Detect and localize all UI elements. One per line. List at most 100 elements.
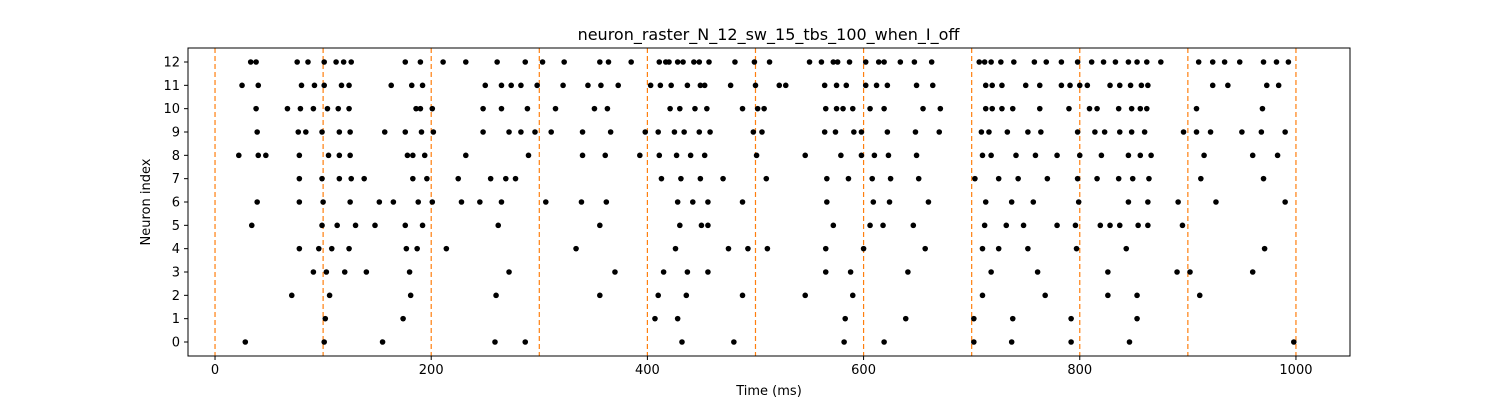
- spike-point: [706, 59, 712, 65]
- spike-point: [1239, 129, 1245, 135]
- y-tick-label: 5: [172, 219, 180, 234]
- spike-point: [522, 59, 529, 65]
- spike-point: [677, 222, 683, 229]
- spike-point: [1068, 315, 1074, 322]
- spike-point: [1285, 59, 1292, 65]
- spike-point: [759, 129, 765, 135]
- spike-point: [480, 105, 486, 112]
- spike-point: [598, 82, 604, 89]
- spike-point: [684, 82, 691, 89]
- spike-point: [502, 175, 509, 182]
- spike-point: [419, 222, 426, 229]
- spike-point: [925, 199, 932, 205]
- spike-point: [388, 82, 395, 89]
- spike-point: [1134, 315, 1140, 322]
- spike-point: [752, 82, 759, 89]
- spike-point: [1193, 129, 1200, 135]
- spike-point: [400, 315, 406, 322]
- spike-point: [912, 129, 919, 135]
- spike-point: [754, 105, 761, 112]
- spike-point: [236, 152, 242, 159]
- spike-point: [731, 339, 737, 345]
- spike-point: [1259, 105, 1266, 112]
- spike-point: [1032, 152, 1039, 159]
- spike-point: [247, 59, 254, 65]
- spike-point: [1179, 222, 1186, 229]
- spike-point: [1066, 105, 1072, 112]
- spike-point: [684, 269, 691, 275]
- spike-point: [982, 105, 989, 112]
- spike-point: [1275, 82, 1282, 89]
- spike-point: [1196, 292, 1203, 299]
- x-tick-label: 400: [635, 363, 660, 378]
- spike-point: [297, 105, 304, 112]
- spike-point: [1236, 59, 1243, 65]
- spike-point: [705, 199, 711, 205]
- spike-point: [707, 129, 713, 135]
- y-tick-label: 12: [163, 56, 180, 71]
- spike-point: [1148, 152, 1154, 159]
- spike-point: [602, 152, 609, 159]
- spike-point: [579, 152, 586, 159]
- spike-point: [493, 292, 499, 299]
- spike-point: [1058, 82, 1065, 89]
- spike-point: [1013, 152, 1019, 159]
- spike-point: [319, 175, 325, 182]
- spike-point: [761, 105, 767, 112]
- spike-point: [705, 222, 711, 229]
- spike-point: [336, 152, 343, 159]
- spike-point: [673, 152, 680, 159]
- spike-point: [988, 152, 994, 159]
- spike-point: [361, 175, 367, 182]
- spike-point: [263, 152, 269, 159]
- spike-point: [824, 175, 830, 182]
- spike-point: [605, 59, 612, 65]
- spike-point: [419, 82, 426, 89]
- spike-point: [534, 82, 540, 89]
- y-tick-label: 3: [172, 266, 180, 281]
- spike-point: [862, 59, 869, 65]
- spike-point: [1054, 222, 1060, 229]
- spike-point: [1107, 82, 1113, 89]
- spike-point: [704, 105, 710, 112]
- spike-point: [842, 315, 849, 322]
- spike-point: [696, 129, 703, 135]
- spike-point: [495, 222, 502, 229]
- spike-point: [1115, 175, 1122, 182]
- y-tick-label: 8: [172, 149, 180, 164]
- spike-point: [897, 59, 904, 65]
- spike-point: [518, 129, 524, 135]
- spike-point: [972, 175, 978, 182]
- y-tick-label: 10: [163, 102, 180, 117]
- spike-point: [647, 82, 654, 89]
- spike-point: [928, 59, 935, 65]
- spike-point: [658, 175, 665, 182]
- y-tick-label: 9: [172, 126, 180, 141]
- spike-point: [642, 129, 649, 135]
- spike-point: [1143, 59, 1150, 65]
- spike-point: [492, 339, 498, 345]
- spike-point: [255, 152, 262, 159]
- spike-point: [873, 82, 880, 89]
- spike-point: [348, 175, 355, 182]
- x-tick-label: 200: [419, 363, 444, 378]
- spike-point: [1105, 269, 1111, 275]
- spike-point: [410, 152, 416, 159]
- spike-point: [347, 129, 353, 135]
- spike-point: [937, 105, 944, 112]
- spike-point: [806, 59, 813, 65]
- spike-point: [911, 59, 918, 65]
- spike-point: [681, 129, 687, 135]
- spike-point: [480, 129, 486, 135]
- spike-point: [887, 175, 894, 182]
- spike-point: [880, 222, 886, 229]
- spike-point: [1221, 59, 1228, 65]
- spike-point: [802, 152, 809, 159]
- spike-point: [764, 245, 771, 252]
- spike-point: [1015, 175, 1021, 182]
- spike-point: [913, 152, 920, 159]
- spike-point: [1138, 82, 1145, 89]
- spike-point: [674, 59, 681, 65]
- spike-point: [1003, 222, 1010, 229]
- spike-point: [402, 59, 409, 65]
